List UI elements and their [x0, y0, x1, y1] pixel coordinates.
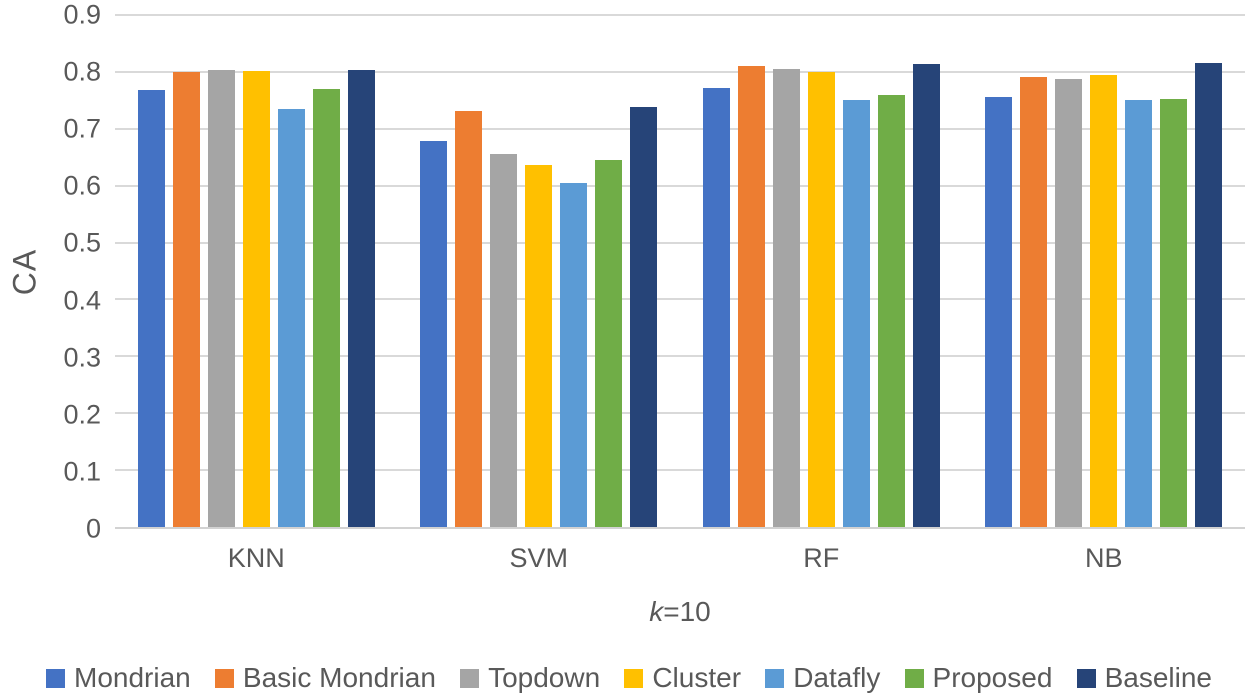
bar-topdown-nb: [1055, 79, 1083, 527]
bar-mondrian-rf: [702, 88, 730, 527]
bar-baseline-svm: [630, 107, 658, 527]
legend-swatch-icon: [46, 668, 65, 688]
bar-mondrian-svm: [420, 140, 448, 527]
x-category-label-nb: NB: [1084, 543, 1123, 573]
bar-datafly-rf: [842, 99, 870, 527]
bar-basic-mondrian-knn: [172, 71, 200, 527]
legend-label: Cluster: [652, 662, 742, 693]
y-tick-label: 0: [85, 513, 101, 544]
x-axis-title-value: =10: [663, 596, 711, 627]
bar-cluster-svm: [525, 164, 553, 527]
y-tick-label: 0.1: [63, 456, 101, 487]
legend-swatch-icon: [624, 668, 644, 688]
gridline: [115, 412, 1245, 415]
x-category-label-svm: SVM: [509, 543, 568, 573]
x-axis-labels: KNN SVM RF NB: [115, 529, 1245, 574]
gridline: [115, 355, 1245, 358]
y-axis-title: CA: [0, 15, 43, 529]
bar-baseline-nb: [1195, 62, 1223, 527]
bar-baseline-knn: [347, 70, 375, 527]
gridline: [115, 70, 1245, 73]
legend-item-basic-mondrian: Basic Mondrian: [214, 662, 436, 694]
gridline: [115, 241, 1245, 244]
y-axis-title-text: CA: [6, 248, 43, 296]
bar-cluster-nb: [1090, 74, 1118, 527]
legend-swatch-icon: [765, 668, 785, 688]
bar-topdown-knn: [207, 69, 235, 527]
bar-proposed-nb: [1160, 98, 1188, 527]
bars-row: [115, 15, 1245, 527]
legend-item-cluster: Cluster: [624, 662, 741, 694]
bar-datafly-svm: [560, 182, 588, 527]
legend-label: Baseline: [1104, 662, 1212, 693]
y-tick-label: 0.2: [63, 399, 101, 430]
y-tick-label: 0.7: [63, 113, 101, 144]
legend-item-topdown: Topdown: [460, 662, 600, 694]
bar-mondrian-knn: [137, 89, 165, 527]
bar-basic-mondrian-nb: [1020, 77, 1048, 527]
gridline: [115, 14, 1245, 16]
legend-item-datafly: Datafly: [765, 662, 880, 694]
bar-cluster-rf: [807, 71, 835, 527]
legend-swatch-icon: [904, 668, 924, 688]
legend-swatch-icon: [1076, 668, 1096, 688]
bar-datafly-nb: [1125, 99, 1153, 527]
chart-legend: Mondrian Basic Mondrian Topdown Cluster Data…: [46, 662, 1212, 694]
bar-proposed-svm: [595, 159, 623, 527]
chart-area: CA 0.9 0.8 0.7 0.6 0.5 0.4 0.3 0.2 0.1 0: [0, 1, 1245, 542]
legend-label: Proposed: [932, 662, 1053, 693]
bar-proposed-knn: [312, 88, 340, 527]
bar-group-rf: [680, 15, 963, 527]
legend-item-proposed: Proposed: [904, 662, 1053, 694]
x-axis-title-k: k: [649, 596, 664, 627]
legend-swatch-icon: [214, 668, 234, 688]
bar-group-nb: [963, 15, 1246, 527]
legend-swatch-icon: [460, 668, 480, 688]
bar-group-svm: [398, 15, 681, 527]
bar-topdown-rf: [772, 69, 800, 527]
y-axis-ticks: 0.9 0.8 0.7 0.6 0.5 0.4 0.3 0.2 0.1 0: [40, 1, 115, 542]
plot-area: [115, 14, 1245, 529]
legend-item-baseline: Baseline: [1076, 662, 1212, 694]
bar-mondrian-nb: [985, 96, 1013, 527]
gridline: [115, 127, 1245, 130]
y-tick-label: 0.9: [63, 0, 101, 30]
y-tick-label: 0.8: [63, 56, 101, 87]
y-tick-label: 0.4: [63, 285, 101, 316]
x-category-label-knn: KNN: [227, 543, 285, 573]
x-axis-title: k=10: [115, 596, 1245, 628]
gridline: [115, 184, 1245, 187]
legend-label: Datafly: [793, 662, 881, 693]
bar-proposed-rf: [877, 94, 905, 527]
bar-basic-mondrian-svm: [455, 111, 483, 527]
bar-baseline-rf: [912, 63, 940, 527]
bar-cluster-knn: [242, 71, 270, 527]
gridline: [115, 469, 1245, 472]
bar-topdown-svm: [490, 154, 518, 527]
legend-label: Topdown: [488, 662, 601, 693]
y-tick-label: 0.5: [63, 227, 101, 258]
legend-label: Basic Mondrian: [242, 662, 436, 693]
gridline: [115, 298, 1245, 301]
legend-item-mondrian: Mondrian: [46, 662, 191, 694]
x-category-label-rf: RF: [803, 543, 840, 573]
y-tick-label: 0.3: [63, 342, 101, 373]
bar-datafly-knn: [277, 108, 305, 527]
bar-group-knn: [115, 15, 398, 527]
legend-label: Mondrian: [74, 662, 191, 693]
y-tick-label: 0.6: [63, 170, 101, 201]
bar-basic-mondrian-rf: [737, 65, 765, 527]
